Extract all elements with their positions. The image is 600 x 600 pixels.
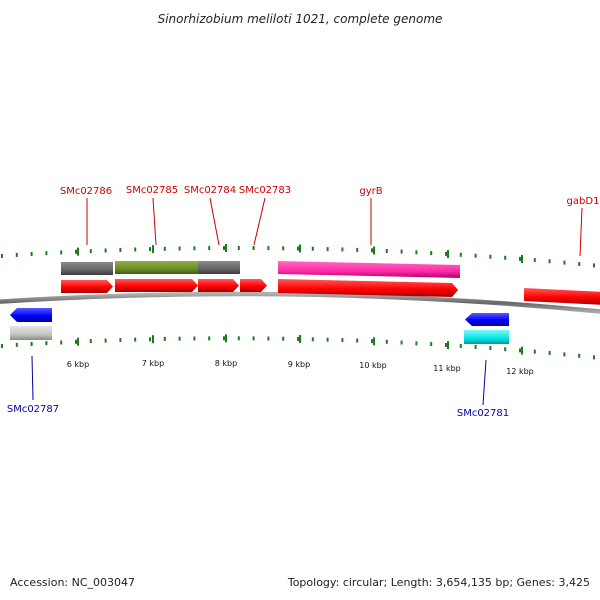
axis-tick-label: 6 kbp xyxy=(67,360,89,369)
forward-tick-row xyxy=(1,244,595,268)
feature-bar[interactable] xyxy=(61,262,113,275)
cds-arrow-reverse[interactable] xyxy=(10,308,52,322)
axis-tick-label: 11 kbp xyxy=(433,364,461,373)
feature-bar[interactable] xyxy=(464,330,509,344)
axis-tick-label: 8 kbp xyxy=(215,359,237,368)
gene-label-SMc02787[interactable]: SMc02787 xyxy=(7,404,59,415)
forward-leader-lines xyxy=(86,197,583,257)
cds-arrow-reverse[interactable] xyxy=(465,313,509,326)
gene-label-SMc02786[interactable]: SMc02786 xyxy=(60,186,112,197)
axis-tick-label: 7 kbp xyxy=(142,359,164,368)
reverse-leader-lines xyxy=(31,355,487,406)
accession-label: Accession: NC_003047 xyxy=(10,576,135,589)
reverse-tick-row xyxy=(1,334,595,360)
feature-bar[interactable] xyxy=(198,261,240,274)
axis-tick-label: 10 kbp xyxy=(359,361,387,370)
axis-tick-labels: 6 kbp 7 kbp 8 kbp 9 kbp 10 kbp 11 kbp 12… xyxy=(67,359,534,376)
gene-label-SMc02785[interactable]: SMc02785 xyxy=(126,185,178,196)
genome-summary: Topology: circular; Length: 3,654,135 bp… xyxy=(287,576,590,589)
cds-arrow[interactable] xyxy=(61,280,113,293)
cds-arrow[interactable] xyxy=(115,279,198,292)
cds-arrow[interactable] xyxy=(240,279,267,292)
gene-label-SMc02784[interactable]: SMc02784 xyxy=(184,185,236,196)
reverse-cds-track xyxy=(10,308,509,344)
feature-bar[interactable] xyxy=(10,326,52,340)
cds-arrow[interactable] xyxy=(278,279,458,297)
axis-tick-label: 12 kbp xyxy=(506,367,534,376)
cds-arrow[interactable] xyxy=(524,288,600,305)
gene-label-gyrB[interactable]: gyrB xyxy=(359,186,382,197)
axis-tick-label: 9 kbp xyxy=(288,360,310,369)
map-title: Sinorhizobium meliloti 1021, complete ge… xyxy=(158,12,443,26)
feature-bar[interactable] xyxy=(278,261,460,278)
feature-bar[interactable] xyxy=(115,261,198,274)
feature-track xyxy=(61,261,460,278)
forward-cds-track xyxy=(61,279,600,305)
cds-arrow[interactable] xyxy=(198,279,239,292)
genome-backbone xyxy=(0,291,600,314)
gene-label-SMc02781[interactable]: SMc02781 xyxy=(457,408,509,419)
gene-label-gabD1[interactable]: gabD1 xyxy=(567,196,600,207)
gene-label-SMc02783[interactable]: SMc02783 xyxy=(239,185,291,196)
